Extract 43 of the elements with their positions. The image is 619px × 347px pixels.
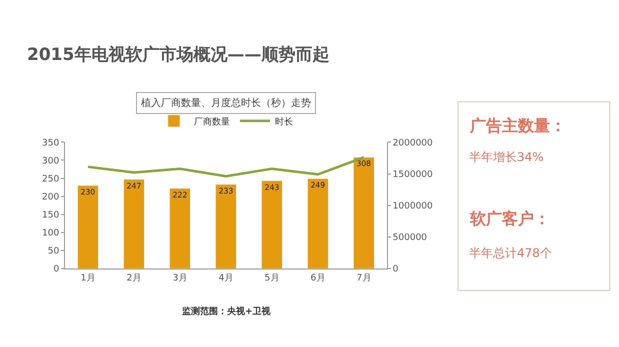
- y-tick-label: 250: [42, 174, 60, 184]
- text: 半年增长34%: [469, 150, 544, 164]
- bar: [307, 178, 328, 269]
- data-label: 233: [218, 186, 234, 196]
- y-tick-label: 150: [42, 210, 60, 221]
- data-label: 243: [264, 182, 280, 192]
- text: 广告主数量：: [469, 116, 566, 135]
- y2-tick-label: 2000000: [392, 138, 434, 148]
- y-tick-label: 50: [48, 246, 60, 257]
- x-tick-label: 3月: [172, 273, 188, 284]
- x-tick-label: 2月: [126, 273, 142, 284]
- bar: [169, 188, 191, 269]
- text: 软广客户：: [469, 209, 550, 228]
- x-tick-label: 7月: [356, 273, 372, 284]
- bar: [215, 184, 237, 269]
- data-label: 247: [126, 181, 142, 190]
- data-label: 308: [356, 159, 372, 168]
- y2-tick-label: 1000000: [392, 202, 434, 212]
- bar: [123, 179, 145, 269]
- legend-label: 时长: [274, 116, 293, 128]
- bar: [77, 185, 99, 269]
- bar: [353, 157, 374, 269]
- bar: [261, 180, 283, 269]
- y-tick-label: 0: [53, 264, 60, 275]
- y-tick-label: 200: [42, 192, 60, 202]
- y2-tick-label: 0: [392, 264, 399, 275]
- x-tick-label: 5月: [264, 273, 280, 284]
- text: 半年总计478个: [469, 246, 552, 260]
- data-label: 222: [172, 190, 188, 200]
- y-tick-label: 100: [42, 228, 60, 239]
- legend-label: 厂商数量: [194, 116, 230, 128]
- data-label: 230: [80, 187, 96, 196]
- text: 监测范围：央视+卫视: [182, 306, 272, 317]
- y-tick-label: 350: [42, 138, 60, 148]
- y2-tick-label: 1500000: [392, 170, 434, 180]
- chart-title: 植入厂商数量、月度总时长（秒）走势: [141, 97, 311, 109]
- text: 2015年电视软广市场概况——顺势而起: [27, 45, 330, 65]
- x-tick-label: 6月: [310, 273, 326, 284]
- y2-tick-label: 500000: [392, 233, 428, 244]
- data-label: 249: [310, 180, 326, 190]
- x-tick-label: 1月: [80, 273, 96, 284]
- y-tick-label: 300: [42, 156, 60, 166]
- x-tick-label: 4月: [218, 273, 234, 284]
